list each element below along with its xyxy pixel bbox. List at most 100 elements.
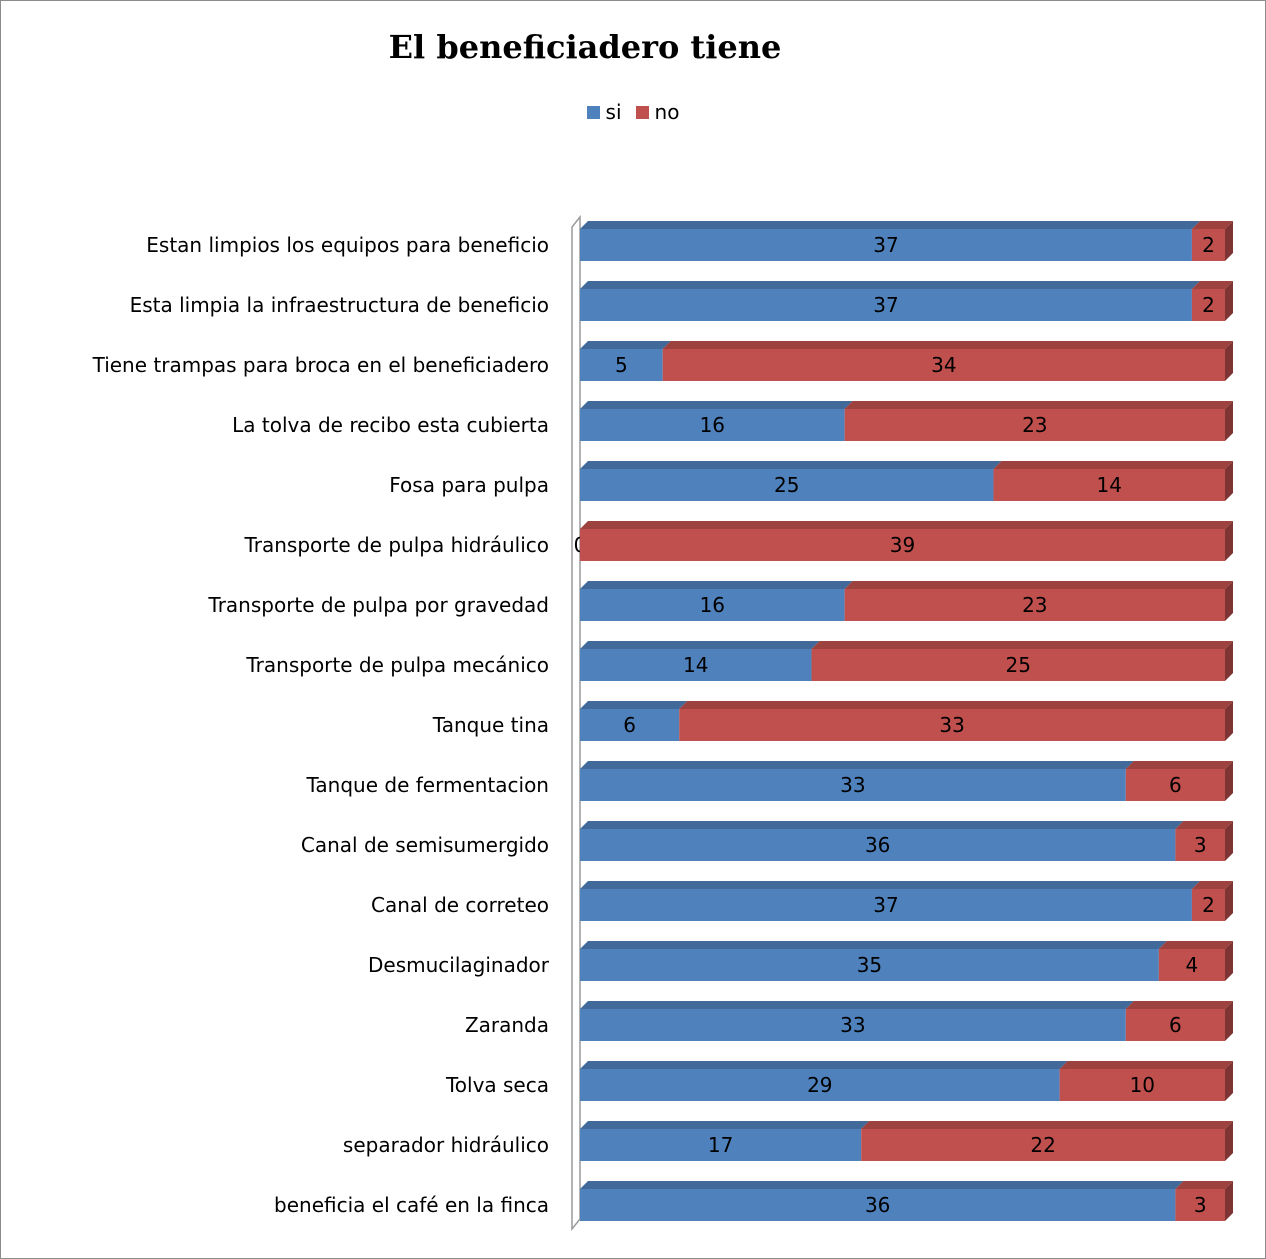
bar-top-face xyxy=(844,401,1233,409)
legend-label-si: si xyxy=(605,100,622,124)
category-label: separador hidráulico xyxy=(343,1133,549,1157)
value-label-si: 36 xyxy=(865,833,890,857)
bar-top-face xyxy=(580,1181,1184,1189)
value-label-no: 3 xyxy=(1194,1193,1207,1217)
value-label-si: 29 xyxy=(807,1073,832,1097)
bar-si xyxy=(580,1189,1176,1221)
bar-top-face xyxy=(679,701,1233,709)
bar-si xyxy=(580,889,1192,921)
category-label: Tolva seca xyxy=(445,1073,549,1097)
bar-no xyxy=(1191,889,1225,921)
bar-top-face xyxy=(1059,1061,1233,1069)
bar-top-face xyxy=(580,401,853,409)
value-label-si: 35 xyxy=(857,953,882,977)
value-label-si: 33 xyxy=(840,1013,865,1037)
bar-no xyxy=(1191,229,1225,261)
legend-label-no: no xyxy=(654,100,680,124)
bar-si xyxy=(580,589,845,621)
bar-top-face xyxy=(580,281,1200,289)
bar-top-face xyxy=(580,521,1233,529)
bar-no xyxy=(580,529,1225,561)
bar-top-face xyxy=(993,461,1233,469)
category-label: Canal de semisumergido xyxy=(301,833,549,857)
bar-top-face xyxy=(580,1001,1134,1009)
bar-si xyxy=(580,949,1159,981)
category-label: Tanque de fermentacion xyxy=(306,773,549,797)
legend: si no xyxy=(0,100,1266,124)
category-label: Desmucilaginador xyxy=(368,953,550,977)
bar-top-face xyxy=(580,1121,870,1129)
legend-swatch-si xyxy=(586,105,600,119)
value-label-si: 16 xyxy=(700,593,725,617)
bar-top-face xyxy=(580,761,1134,769)
value-label-no: 3 xyxy=(1194,833,1207,857)
bar-no xyxy=(1059,1069,1225,1101)
bar-top-face xyxy=(1158,941,1233,949)
value-label-si: 37 xyxy=(873,293,898,317)
bar-si xyxy=(580,709,680,741)
bar-top-face xyxy=(580,221,1200,229)
bar-side-face xyxy=(1225,701,1233,741)
bar-top-face xyxy=(580,641,820,649)
category-label: beneficia el café en la finca xyxy=(274,1193,549,1217)
bar-no xyxy=(1158,949,1225,981)
bar-si xyxy=(580,469,994,501)
category-label: Canal de correteo xyxy=(371,893,549,917)
value-label-si: 37 xyxy=(873,233,898,257)
category-label: Tiene trampas para broca en el beneficia… xyxy=(92,353,549,377)
bar-side-face xyxy=(1225,1001,1233,1041)
bar-top-face xyxy=(580,701,688,709)
category-label: Zaranda xyxy=(465,1013,549,1037)
bar-side-face xyxy=(1225,641,1233,681)
value-label-no: 4 xyxy=(1186,953,1199,977)
bar-si xyxy=(580,1129,862,1161)
bar-no xyxy=(1191,289,1225,321)
value-label-no: 6 xyxy=(1169,1013,1182,1037)
value-label-si: 17 xyxy=(708,1133,733,1157)
category-label: Transporte de pulpa hidráulico xyxy=(243,533,549,557)
category-label: Transporte de pulpa mecánico xyxy=(245,653,549,677)
category-label: Esta limpia la infraestructura de benefi… xyxy=(130,293,549,317)
category-label: Estan limpios los equipos para beneficio xyxy=(146,233,549,257)
bar-no xyxy=(993,469,1225,501)
bar-no xyxy=(662,349,1225,381)
bar-top-face xyxy=(1175,1181,1233,1189)
chart-title: El beneficiadero tiene xyxy=(388,28,782,66)
bar-side-face xyxy=(1225,221,1233,261)
bar-side-face xyxy=(1225,941,1233,981)
bar-top-face xyxy=(1191,881,1233,889)
bar-top-face xyxy=(1191,221,1233,229)
value-label-no: 23 xyxy=(1022,593,1047,617)
bar-si xyxy=(580,289,1192,321)
bar-top-face xyxy=(580,461,1002,469)
category-label: Tanque tina xyxy=(432,713,549,737)
legend-swatch-no xyxy=(635,105,649,119)
bar-top-face xyxy=(580,941,1167,949)
bar-si xyxy=(580,349,663,381)
bar-si xyxy=(580,1009,1126,1041)
bar-top-face xyxy=(861,1121,1233,1129)
bar-top-face xyxy=(1125,1001,1233,1009)
value-label-no: 6 xyxy=(1169,773,1182,797)
bar-side-face xyxy=(1225,401,1233,441)
bar-no xyxy=(844,589,1225,621)
bar-side-face xyxy=(1225,761,1233,801)
bar-side-face xyxy=(1225,581,1233,621)
bar-side-face xyxy=(1225,881,1233,921)
bar-top-face xyxy=(662,341,1233,349)
value-label-no: 2 xyxy=(1202,893,1215,917)
bar-no xyxy=(1125,1009,1225,1041)
value-label-si: 16 xyxy=(700,413,725,437)
bar-top-face xyxy=(580,341,671,349)
bar-si xyxy=(580,829,1176,861)
category-label: Transporte de pulpa por gravedad xyxy=(207,593,549,617)
bar-top-face xyxy=(811,641,1233,649)
bar-top-face xyxy=(1191,281,1233,289)
value-label-si: 37 xyxy=(873,893,898,917)
value-label-no: 2 xyxy=(1202,293,1215,317)
value-label-no: 22 xyxy=(1030,1133,1055,1157)
bar-top-face xyxy=(580,881,1200,889)
value-label-no: 33 xyxy=(939,713,964,737)
bar-top-face xyxy=(580,821,1184,829)
